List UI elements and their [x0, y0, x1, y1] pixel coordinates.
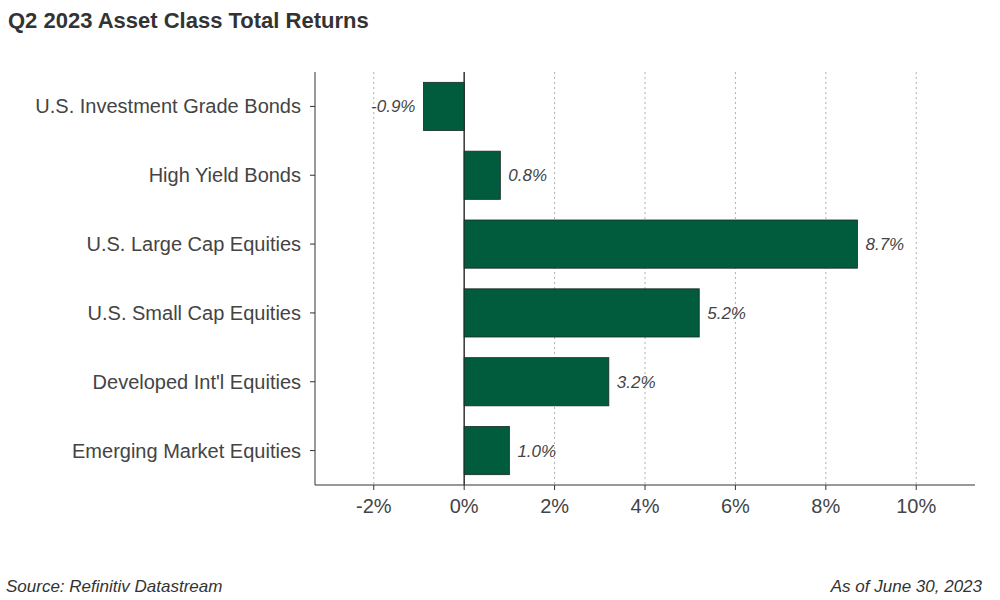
category-label: U.S. Large Cap Equities: [86, 233, 301, 255]
x-tick-mark: [735, 485, 736, 490]
y-tick-mark: [310, 244, 315, 245]
category-label: Emerging Market Equities: [72, 440, 301, 462]
x-tick-mark: [554, 485, 555, 490]
grid-line: [373, 72, 374, 485]
bar: [423, 82, 464, 130]
x-tick-mark: [825, 485, 826, 490]
y-tick-mark: [310, 381, 315, 382]
zero-line: [463, 72, 465, 485]
grid-line: [735, 72, 736, 485]
bar: [464, 289, 699, 337]
data-label: 1.0%: [517, 442, 556, 461]
chart: Q2 2023 Asset Class Total Returns -0.9% 0.…: [0, 0, 1000, 600]
grid-line: [825, 72, 826, 485]
annotation: Source: Refinitiv Datastream: [6, 577, 222, 596]
grid-line: [645, 72, 646, 485]
grid: [374, 72, 916, 485]
x-tick-mark: [464, 485, 465, 490]
category-label: U.S. Small Cap Equities: [88, 302, 301, 324]
grid-line: [554, 72, 555, 485]
bar: [464, 220, 857, 268]
data-label: 3.2%: [617, 373, 656, 392]
x-tick-label: 6%: [721, 495, 750, 517]
data-label: 0.8%: [508, 166, 547, 185]
x-tick-label: 8%: [811, 495, 840, 517]
bar: [464, 358, 609, 406]
annotation: As of June 30, 2023: [830, 577, 983, 596]
title: Q2 2023 Asset Class Total Returns: [8, 8, 369, 33]
grid-line: [916, 72, 917, 485]
y-axis-line: [315, 72, 316, 485]
x-tick-mark: [916, 485, 917, 490]
bars: [423, 82, 857, 474]
category-label: High Yield Bonds: [149, 164, 301, 186]
data-label: 5.2%: [707, 304, 746, 323]
x-tick-label: 0%: [450, 495, 479, 517]
bar: [464, 426, 509, 474]
data-label: 8.7%: [865, 235, 904, 254]
category-label: U.S. Investment Grade Bonds: [35, 95, 301, 117]
y-tick-mark: [310, 175, 315, 176]
category-label: Developed Int'l Equities: [93, 371, 301, 393]
y-tick-mark: [310, 312, 315, 313]
y-tick-mark: [310, 450, 315, 451]
x-tick-mark: [645, 485, 646, 490]
x-tick-label: 4%: [631, 495, 660, 517]
bar: [464, 151, 500, 199]
data-label: -0.9%: [371, 97, 415, 116]
x-tick-label: -2%: [356, 495, 392, 517]
x-tick-label: 10%: [896, 495, 936, 517]
x-tick-mark: [373, 485, 374, 490]
y-tick-mark: [310, 106, 315, 107]
x-tick-label: 2%: [540, 495, 569, 517]
